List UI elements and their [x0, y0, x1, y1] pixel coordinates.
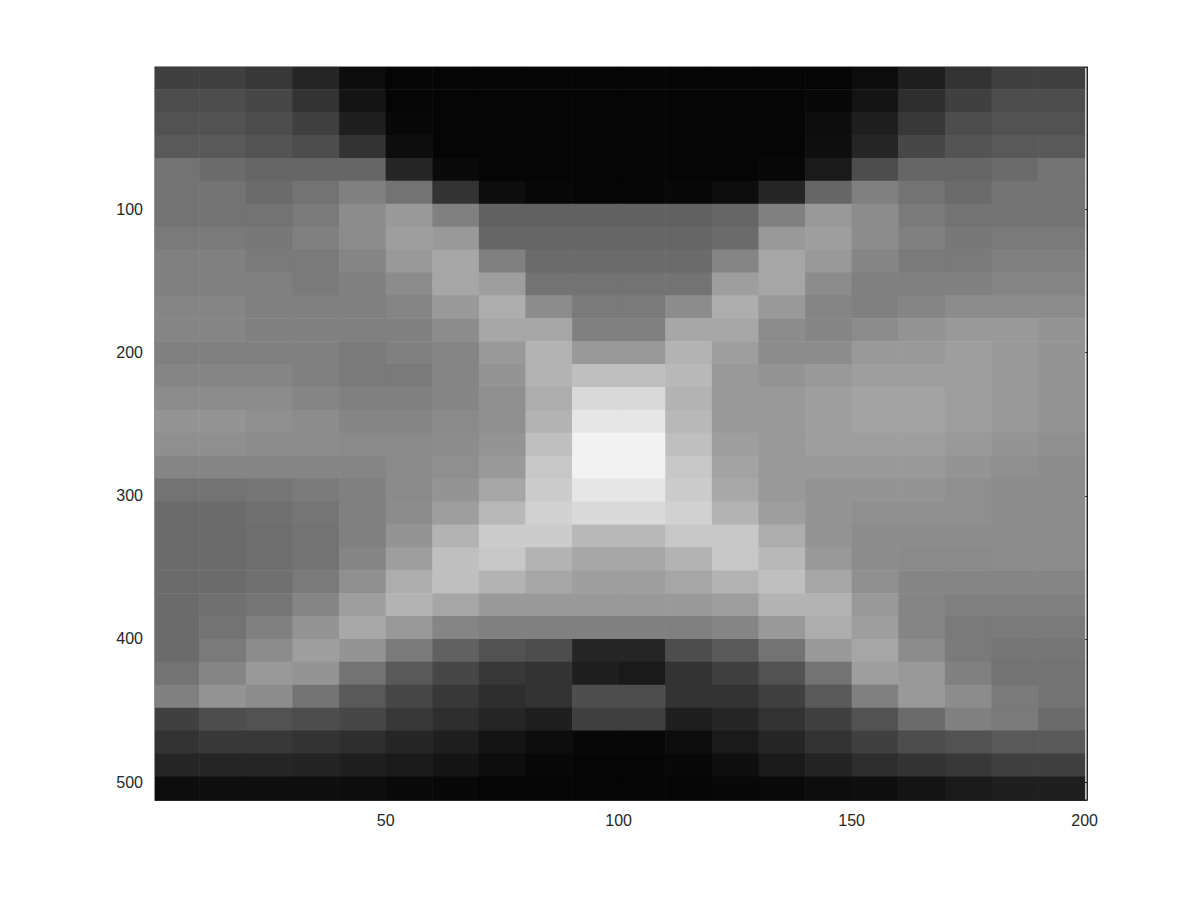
svg-text:50: 50	[377, 812, 395, 829]
svg-text:200: 200	[116, 344, 143, 361]
svg-text:100: 100	[605, 812, 632, 829]
svg-text:300: 300	[116, 487, 143, 504]
svg-text:100: 100	[116, 201, 143, 218]
svg-text:400: 400	[116, 630, 143, 647]
svg-text:500: 500	[116, 774, 143, 791]
svg-text:150: 150	[838, 812, 865, 829]
svg-text:200: 200	[1071, 812, 1098, 829]
